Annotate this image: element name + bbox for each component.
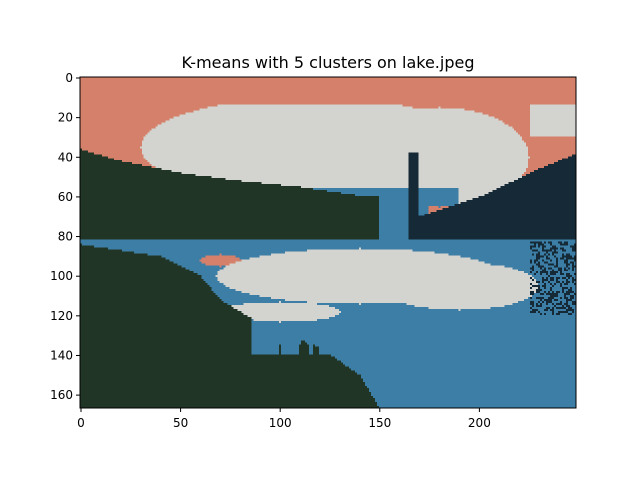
- axes-frame: [79, 76, 577, 409]
- y-tick-label: 160: [50, 388, 73, 402]
- x-tick-label: 50: [173, 416, 188, 430]
- y-tick-label: 140: [50, 348, 73, 362]
- x-tick-label: 100: [269, 416, 292, 430]
- cluster-raster: [80, 77, 576, 408]
- cluster-image: [80, 77, 576, 408]
- y-tick-label: 120: [50, 309, 73, 323]
- x-tick-label: 150: [368, 416, 391, 430]
- x-axis: 0 50 100 150 200: [77, 408, 491, 430]
- y-axis: 0 20 40 60 80 100 120 140 160: [50, 71, 80, 402]
- x-tick-label: 200: [468, 416, 491, 430]
- y-tick-label: 20: [58, 111, 73, 125]
- chart-title: K-means with 5 clusters on lake.jpeg: [181, 53, 474, 72]
- y-tick-label: 60: [58, 190, 73, 204]
- y-tick-label: 40: [58, 150, 73, 164]
- y-tick-label: 0: [65, 71, 73, 85]
- y-tick-label: 80: [58, 230, 73, 244]
- y-tick-label: 100: [50, 269, 73, 283]
- x-tick-label: 0: [77, 416, 85, 430]
